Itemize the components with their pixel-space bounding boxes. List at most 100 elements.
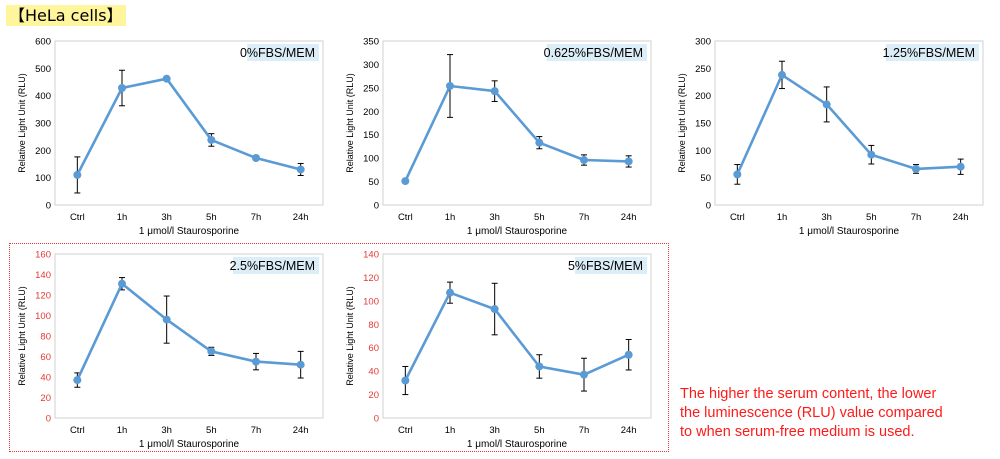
x-tick-label: Ctrl	[70, 212, 85, 223]
x-tick-label: Ctrl	[398, 212, 413, 223]
data-point	[401, 177, 410, 186]
data-point	[580, 370, 588, 379]
x-tick-label: 7h	[251, 212, 262, 223]
y-tick-label: 200	[363, 107, 379, 118]
data-point	[401, 376, 410, 385]
y-tick-label: 250	[363, 83, 379, 94]
data-point	[490, 87, 499, 96]
data-point	[446, 81, 454, 90]
chart-0fbs: 0 100 200 300 400 500 600 Relative Light Unit (…	[15, 33, 335, 243]
x-axis-label: 1 μmol/l Staurosporine	[467, 226, 568, 237]
y-tick-label: 0	[46, 201, 51, 212]
data-point	[207, 347, 216, 356]
title-tag-bg	[546, 44, 647, 61]
x-tick-label: 7h	[579, 425, 590, 436]
y-tick-label: 120	[35, 291, 51, 302]
x-tick-label: 5h	[206, 212, 217, 223]
chart-title: 0.625%FBS/MEM	[544, 46, 643, 60]
x-tick-label: 7h	[911, 212, 922, 223]
data-point	[535, 362, 544, 371]
y-tick-label: 300	[363, 60, 379, 71]
y-axis-label: Relative Light Unit (RLU)	[345, 286, 355, 386]
y-tick-label: 140	[35, 270, 51, 281]
y-tick-label: 80	[40, 332, 51, 343]
plot-frame	[714, 40, 984, 206]
chart-0625fbs-svg: 0 50 100 150 200 250 300 350 Relative Light Unit…	[345, 37, 652, 237]
x-tick-label: 3h	[489, 212, 500, 223]
plot-frame	[382, 40, 652, 206]
data-point	[118, 84, 126, 93]
chart-125fbs: 0 50 100 150 200 250 300 Relative Light Unit (R…	[675, 33, 995, 243]
y-tick-label: 0	[374, 201, 379, 212]
x-tick-label: 24h	[953, 212, 969, 223]
x-tick-label: 1h	[445, 425, 456, 436]
y-tick-label: 400	[35, 91, 51, 102]
x-axis-label: 1 μmol/l Staurosporine	[139, 439, 240, 450]
x-tick-label: Ctrl	[398, 425, 413, 436]
title-tag-bg	[885, 44, 979, 61]
title-tag-bg	[247, 44, 319, 61]
x-tick-label: 7h	[579, 212, 590, 223]
y-tick-label: 100	[363, 296, 379, 307]
y-tick-label: 100	[35, 173, 51, 184]
x-axis-label: 1 μmol/l Staurosporine	[467, 439, 568, 450]
conclusion-line-3: to when serum-free medium is used.	[680, 424, 915, 440]
series-line	[404, 291, 630, 382]
y-tick-label: 150	[695, 119, 711, 130]
data-point	[822, 100, 831, 109]
y-tick-label: 0	[46, 414, 51, 425]
x-tick-label: 24h	[621, 212, 637, 223]
y-axis-label: Relative Light Unit (RLU)	[677, 73, 687, 173]
chart-5fbs: 0 20 40 60 80 100 120 140 Relative Light Unit (R…	[343, 246, 663, 456]
chart-25fbs-svg: 0 20 40 60 80 100 120 140 160 Relative Light Unit…	[17, 250, 324, 450]
y-tick-label: 600	[35, 37, 51, 48]
x-tick-label: 1h	[777, 212, 788, 223]
data-point	[118, 279, 126, 288]
y-axis-label: Relative Light Unit (RLU)	[17, 73, 27, 173]
x-tick-label: 3h	[489, 425, 500, 436]
series-line	[404, 84, 629, 182]
y-tick-label: 500	[35, 64, 51, 75]
data-point	[733, 170, 742, 179]
data-point	[73, 170, 82, 179]
y-tick-label: 40	[368, 367, 379, 378]
x-tick-label: 24h	[293, 212, 309, 223]
cell-line-badge: 【HeLa cells】	[6, 5, 126, 26]
data-point	[956, 162, 965, 171]
data-point	[535, 138, 544, 147]
y-tick-label: 20	[368, 390, 379, 401]
y-tick-label: 120	[363, 273, 379, 284]
y-tick-label: 100	[695, 146, 711, 157]
data-point	[624, 350, 633, 359]
x-tick-label: Ctrl	[70, 425, 85, 436]
x-tick-label: 3h	[161, 425, 172, 436]
x-tick-label: 1h	[117, 212, 128, 223]
x-tick-label: 3h	[161, 212, 172, 223]
data-point	[580, 156, 588, 165]
chart-5fbs-svg: 0 20 40 60 80 100 120 140 Relative Light Unit (R…	[345, 250, 652, 450]
y-tick-label: 200	[35, 146, 51, 157]
conclusion-note: The higher the serum content, the lower …	[680, 385, 995, 442]
data-point	[624, 157, 633, 166]
data-point	[73, 376, 82, 385]
data-point	[207, 135, 216, 144]
x-tick-label: 24h	[293, 425, 309, 436]
y-tick-label: 250	[695, 64, 711, 75]
highlight-box	[9, 243, 669, 452]
y-tick-label: 300	[695, 37, 711, 48]
data-point	[490, 305, 499, 314]
y-tick-label: 50	[700, 173, 711, 184]
plot-frame	[54, 40, 324, 206]
series-line	[736, 73, 961, 175]
chart-25fbs: 0 20 40 60 80 100 120 140 160 Relative Light Unit…	[15, 246, 335, 456]
x-tick-label: 5h	[866, 212, 877, 223]
series-line	[76, 282, 301, 381]
y-tick-label: 140	[363, 250, 379, 261]
x-tick-label: 24h	[621, 425, 637, 436]
y-tick-label: 350	[363, 37, 379, 48]
title-tag-bg	[232, 257, 319, 274]
y-tick-label: 50	[368, 177, 379, 188]
plot-frame	[54, 253, 324, 419]
chart-title: 0%FBS/MEM	[240, 46, 315, 60]
y-tick-label: 200	[695, 91, 711, 102]
